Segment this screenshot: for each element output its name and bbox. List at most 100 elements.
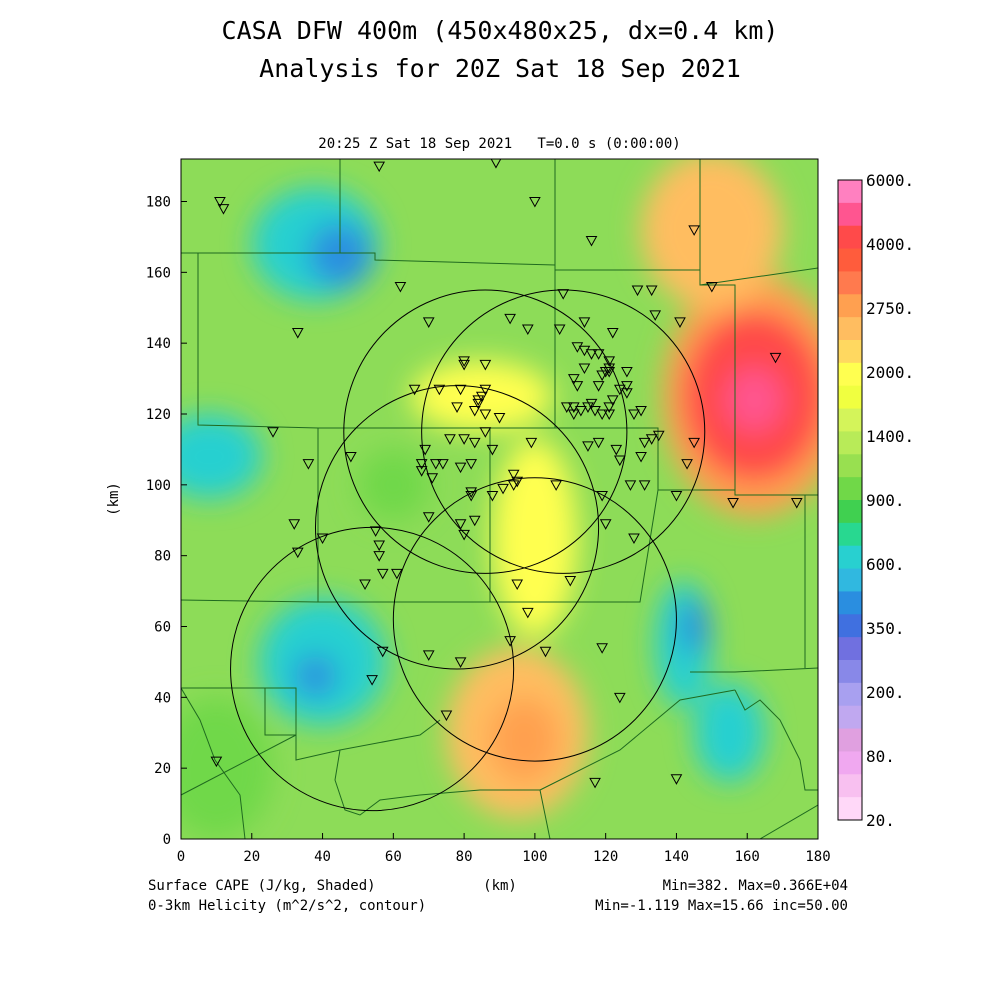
colorbar-swatch: [838, 225, 862, 250]
colorbar-label: 200.: [866, 683, 905, 702]
colorbar-label: 2750.: [866, 299, 914, 318]
x-tick-label: 80: [456, 849, 473, 865]
station-marker: [458, 529, 470, 541]
station-marker: [422, 317, 435, 328]
station-marker: [645, 434, 658, 445]
station-marker: [589, 777, 601, 789]
colorbar-swatch: [838, 522, 862, 547]
y-tick-label: 120: [146, 407, 171, 423]
footer-field-name: Surface CAPE (J/kg, Shaded): [148, 878, 376, 894]
station-marker: [451, 402, 463, 413]
station-marker: [465, 490, 478, 502]
station-marker: [705, 282, 718, 293]
station-marker: [465, 459, 478, 470]
cape-region-yellow: [492, 438, 578, 638]
footer-contour-name: 0-3km Helicity (m^2/s^2, contour): [148, 898, 426, 914]
station-marker: [486, 490, 499, 502]
colorbar-swatch: [838, 660, 862, 684]
x-tick-label: 160: [735, 849, 760, 865]
y-tick-label: 60: [154, 620, 171, 636]
station-marker: [606, 328, 619, 339]
y-tick-label: 100: [146, 478, 171, 494]
station-marker: [603, 402, 616, 413]
station-marker: [454, 519, 467, 530]
cape-region-blue: [294, 654, 337, 698]
station-marker: [376, 646, 389, 658]
station-marker: [571, 381, 584, 392]
station-marker: [603, 363, 616, 374]
station-marker: [288, 519, 301, 530]
colorbar-swatch: [838, 637, 862, 661]
colorbar-swatch: [838, 408, 862, 432]
colorbar-swatch: [838, 705, 862, 730]
station-marker: [475, 391, 488, 403]
station-marker: [688, 225, 700, 236]
colorbar-swatch: [838, 317, 862, 341]
station-marker: [592, 381, 605, 392]
y-tick-label: 40: [154, 690, 171, 706]
x-tick-label: 60: [385, 849, 402, 865]
station-marker: [214, 197, 226, 208]
station-marker: [291, 547, 304, 559]
y-axis: 0 20 40 60 80 100 120 140 160 180: [146, 195, 187, 848]
station-marker: [560, 402, 573, 413]
station-marker: [603, 409, 616, 421]
station-marker: [645, 285, 658, 297]
station-marker: [596, 409, 608, 421]
station-marker: [426, 473, 439, 484]
station-marker: [631, 285, 644, 297]
station-marker: [592, 349, 605, 360]
station-marker: [613, 455, 626, 467]
cape-region-green: [181, 697, 273, 839]
colorbar-swatch: [838, 294, 862, 318]
county-boundaries: [181, 159, 818, 839]
station-marker: [373, 161, 386, 173]
colorbar-label: 80.: [866, 747, 895, 766]
station-marker: [486, 444, 499, 456]
cape-shading: [181, 159, 818, 839]
station-marker: [635, 452, 647, 463]
colorbar-label: 4000.: [866, 235, 914, 254]
station-marker: [479, 427, 492, 438]
colorbar-swatch: [838, 614, 862, 638]
map-area: [181, 159, 818, 839]
station-marker: [670, 490, 683, 502]
station-marker: [394, 282, 407, 293]
station-marker: [408, 384, 421, 396]
station-marker: [525, 437, 538, 449]
station-marker: [578, 363, 591, 374]
station-marker: [511, 579, 524, 591]
colorbar-label: 900.: [866, 491, 905, 510]
station-marker: [391, 568, 403, 580]
colorbar-swatch: [838, 362, 862, 387]
station-marker: [635, 405, 647, 417]
station-marker: [465, 487, 478, 498]
cape-region-cyan: [694, 683, 765, 783]
station-marker: [433, 384, 446, 396]
y-tick-label: 20: [154, 761, 171, 777]
station-marker: [415, 466, 428, 477]
station-marker: [359, 579, 371, 591]
x-tick-label: 40: [314, 849, 331, 865]
station-marker: [429, 459, 442, 470]
station-marker: [458, 356, 470, 367]
x-tick-label: 120: [593, 849, 618, 865]
y-tick-label: 160: [146, 265, 171, 281]
station-marker: [613, 692, 626, 704]
colorbar-swatch: [838, 385, 862, 410]
station-marker: [585, 235, 598, 247]
colorbar-swatch: [838, 180, 862, 204]
station-marker: [638, 480, 651, 491]
station-marker: [596, 643, 608, 654]
colorbar-label: 350.: [866, 619, 905, 638]
station-marker: [493, 413, 506, 424]
station-marker: [458, 359, 470, 371]
station-marker: [550, 480, 562, 491]
colorbar-label: 600.: [866, 555, 905, 574]
station-marker: [769, 352, 782, 364]
cape-region-blue: [679, 598, 709, 655]
station-marker: [422, 650, 435, 661]
station-marker: [670, 774, 683, 785]
plot-frame: [180, 158, 819, 840]
colorbar-label: 1400.: [866, 427, 914, 446]
